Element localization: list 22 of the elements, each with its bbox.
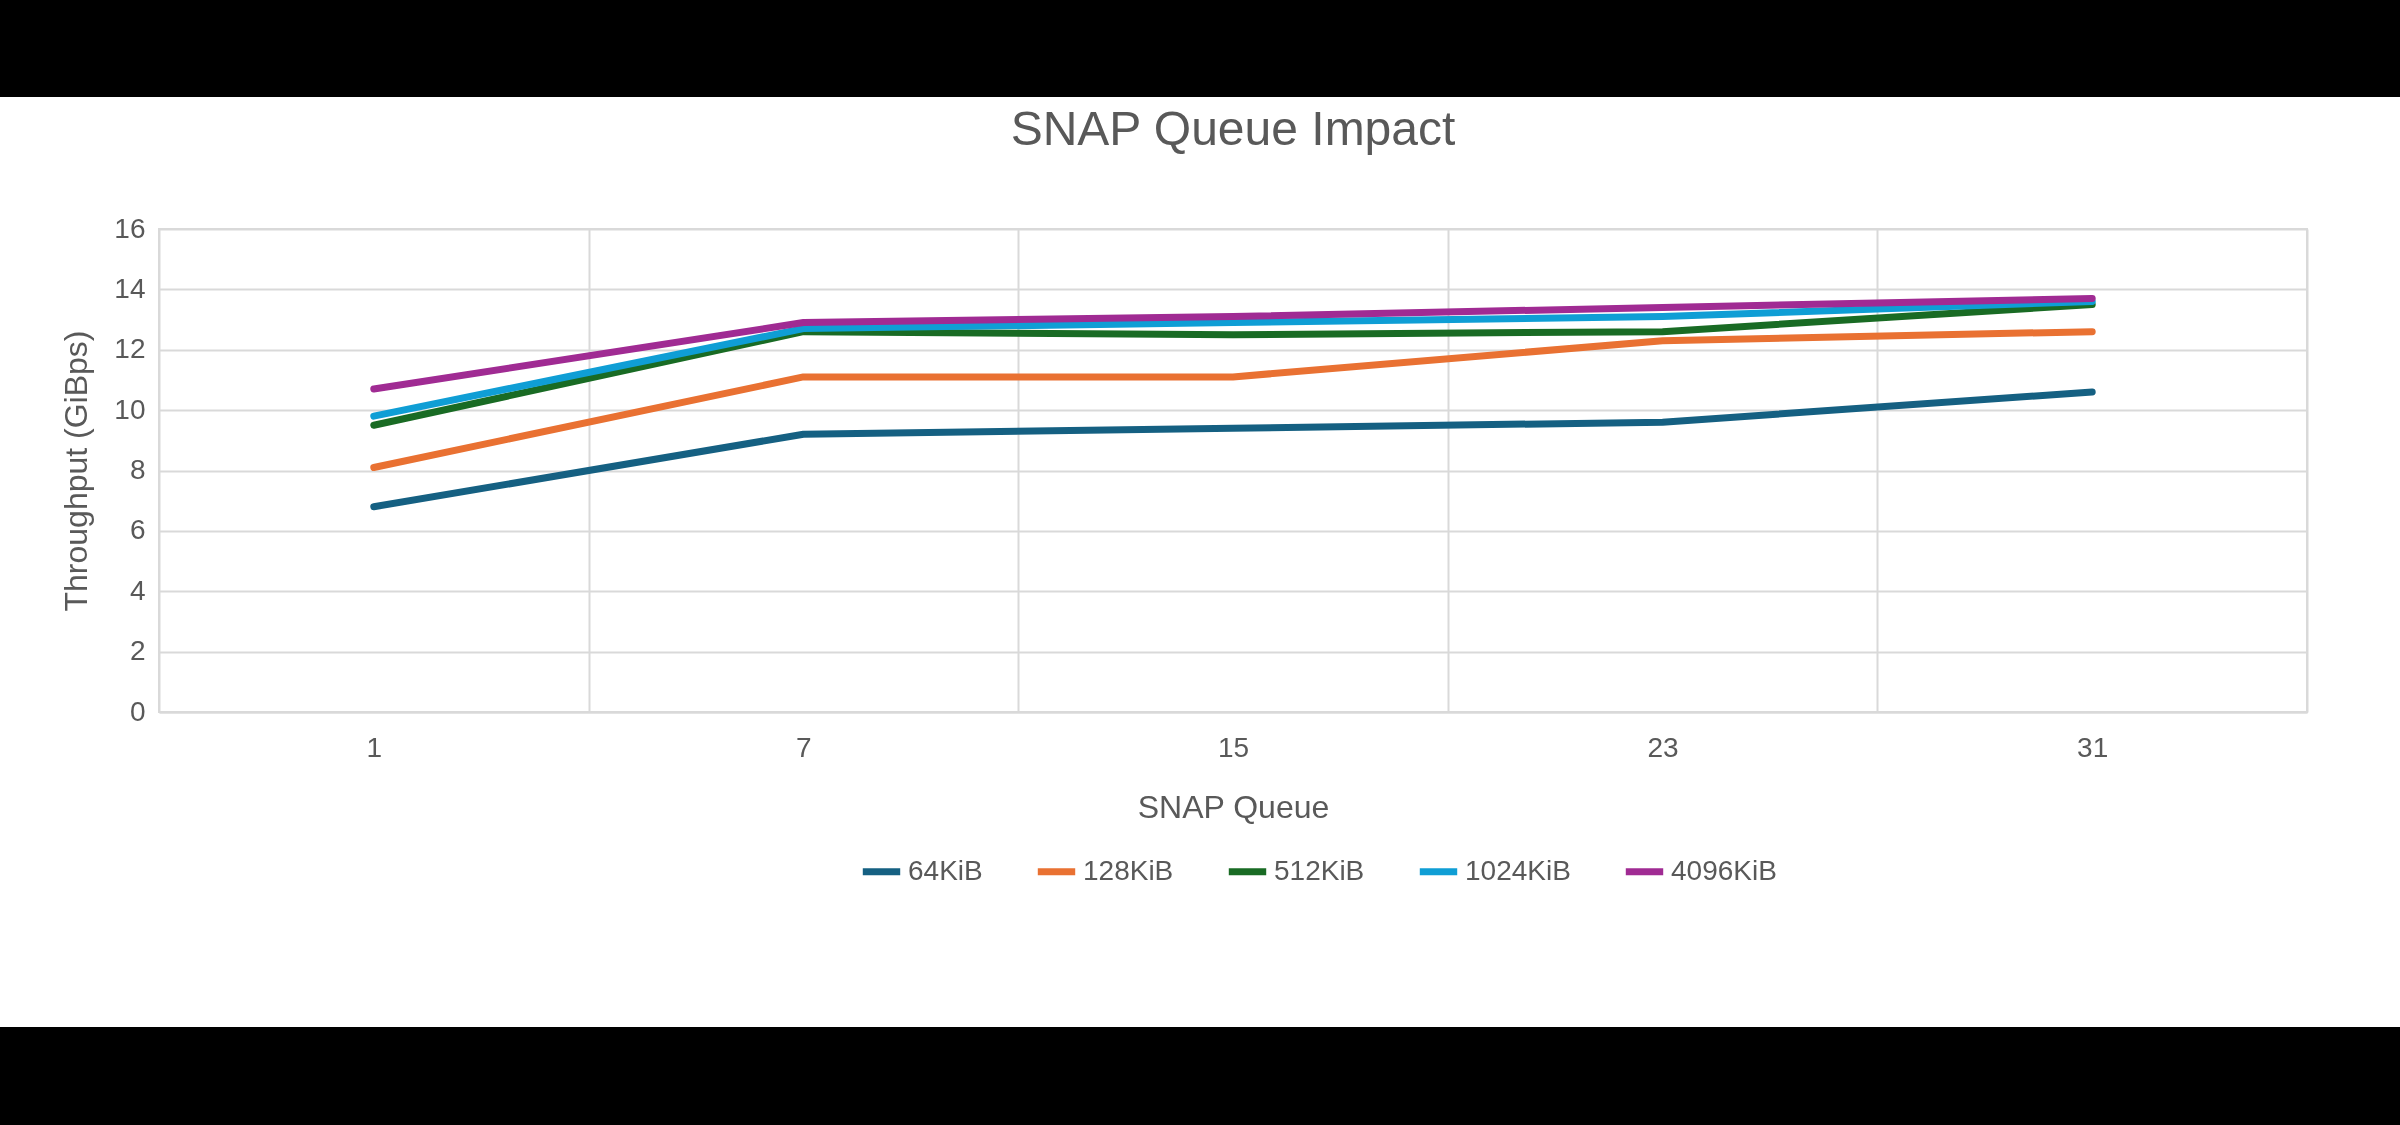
- y-tick-label: 2: [129, 635, 146, 667]
- legend-label: 4096KiB: [1671, 854, 1777, 886]
- y-axis-title: Throughput (GiBps): [58, 330, 95, 612]
- x-tick-label: 1: [366, 731, 383, 763]
- y-tick-label: 16: [114, 212, 146, 244]
- x-axis-title: SNAP Queue: [1137, 788, 1330, 825]
- x-tick-label: 31: [2077, 731, 2109, 763]
- x-tick-label: 15: [1217, 731, 1250, 763]
- legend-label: 512KiB: [1274, 854, 1365, 886]
- y-tick-label: 6: [129, 514, 146, 546]
- y-tick-label: 8: [129, 454, 146, 485]
- x-tick-label: 23: [1647, 731, 1679, 763]
- x-tick-label: 7: [796, 731, 812, 763]
- y-tick-label: 14: [114, 272, 146, 304]
- y-tick-label: 4: [129, 574, 146, 606]
- y-tick-label: 0: [129, 695, 146, 727]
- legend-label: 1024KiB: [1465, 854, 1571, 886]
- legend-label: 128KiB: [1083, 854, 1174, 886]
- y-tick-label: 10: [114, 393, 146, 425]
- legend-label: 64KiB: [908, 854, 983, 886]
- chart-title: SNAP Queue Impact: [1010, 102, 1456, 155]
- y-tick-label: 12: [114, 333, 146, 365]
